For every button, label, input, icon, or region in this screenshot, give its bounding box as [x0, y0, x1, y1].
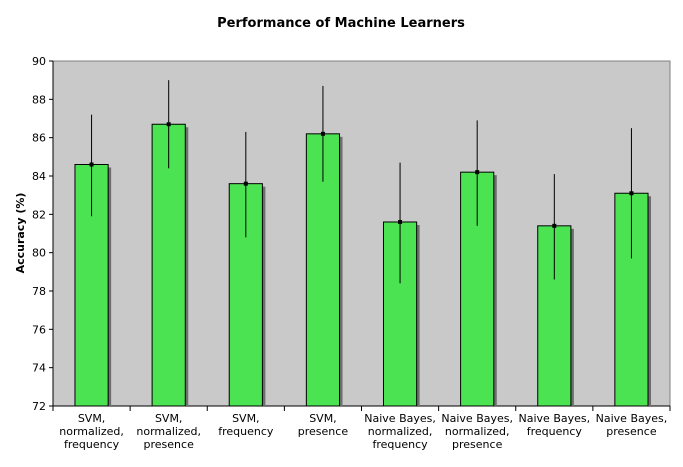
y-tick-label: 88 [32, 93, 46, 106]
bar-value-marker [89, 162, 94, 167]
x-axis [52, 405, 671, 411]
bar-value-marker [629, 191, 634, 196]
y-axis: 72 74 76 78 80 82 84 86 88 90 [32, 55, 54, 413]
y-tick-label: 78 [32, 285, 46, 298]
category-label: Naive Bayes, normalized, presence [441, 412, 513, 451]
bars [74, 123, 652, 407]
y-tick-label: 86 [32, 132, 46, 145]
bar-value-marker [243, 181, 248, 186]
y-tick-label: 82 [32, 208, 46, 221]
category-labels: SVM, normalized, frequency SVM, normalized, p… [59, 412, 667, 451]
plot-area [52, 60, 671, 407]
y-tick-label: 74 [32, 362, 46, 375]
bar-value-marker [475, 170, 480, 175]
category-label: SVM, normalized, frequency [59, 412, 124, 451]
category-label: Naive Bayes, presence [596, 412, 668, 438]
y-tick-label: 84 [32, 170, 46, 183]
category-label: SVM, presence [298, 412, 349, 438]
category-label: Naive Bayes, normalized, frequency [364, 412, 436, 451]
bar-value-marker [166, 122, 171, 127]
bar [151, 123, 186, 407]
y-tick-label: 90 [32, 55, 46, 68]
error-bars [89, 80, 634, 284]
bar-value-marker [320, 131, 325, 136]
category-label: SVM, normalized, presence [136, 412, 201, 451]
y-tick-label: 72 [32, 400, 46, 413]
bar-value-marker [398, 220, 403, 224]
category-label: SVM, frequency [218, 412, 274, 438]
y-axis-label: Accuracy (%) [14, 193, 27, 274]
bar-value-marker [552, 223, 557, 228]
y-tick-label: 76 [32, 323, 46, 336]
y-tick-label: 80 [32, 247, 46, 260]
chart-title: Performance of Machine Learners [217, 16, 465, 31]
category-label: Naive Bayes, frequency [519, 412, 591, 438]
